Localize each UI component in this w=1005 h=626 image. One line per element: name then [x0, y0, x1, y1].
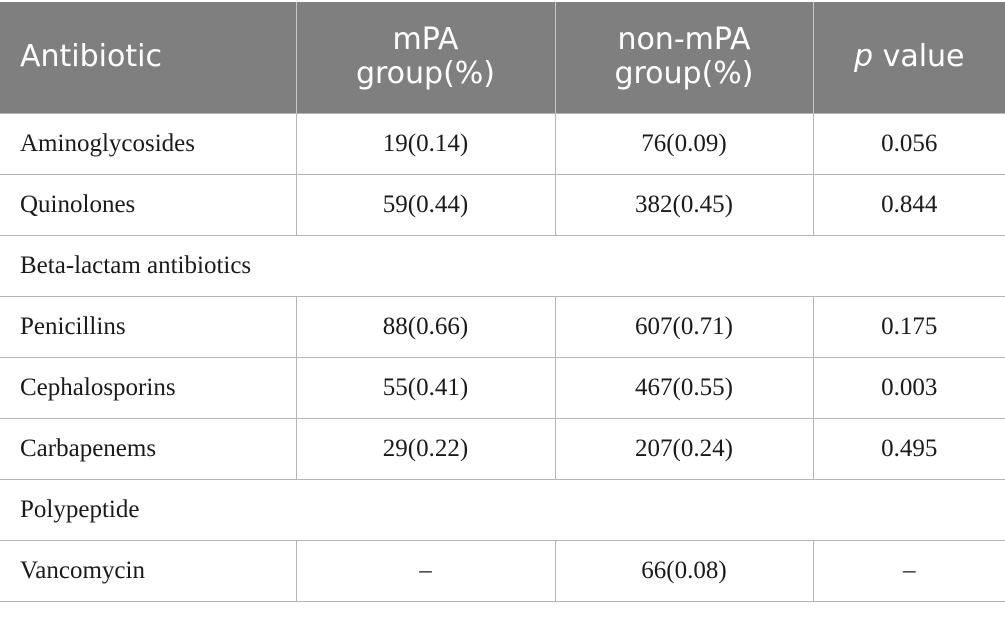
row-mpa-value: 59(0.44): [295, 173, 555, 235]
header-non-mpa-group: non-mPA group(%): [554, 2, 813, 113]
row-antibiotic-name: Vancomycin: [0, 539, 296, 602]
table-body: Aminoglycosides 19(0.14) 76(0.09) 0.056 …: [0, 112, 1005, 602]
table-header: Antibiotic mPA group(%) non-mPA group(%)…: [0, 2, 1005, 113]
row-p-value: 0.003: [812, 356, 1005, 418]
row-p-value: 0.056: [812, 112, 1005, 174]
table-row: Quinolones 59(0.44) 382(0.45) 0.844: [0, 173, 1005, 235]
table-row: Cephalosporins 55(0.41) 467(0.55) 0.003: [0, 356, 1005, 418]
section-label: Polypeptide: [0, 478, 1005, 540]
header-nonmpa-line1: non-mPA: [617, 22, 751, 58]
section-label: Beta-lactam antibiotics: [0, 234, 1005, 296]
row-p-value: 0.175: [812, 295, 1005, 357]
header-mpa-group: mPA group(%): [295, 2, 555, 113]
section-row: Beta-lactam antibiotics: [0, 234, 1005, 296]
row-nonmpa-value: 76(0.09): [554, 112, 813, 174]
row-nonmpa-value: 382(0.45): [554, 173, 813, 235]
row-nonmpa-value: 207(0.24): [554, 417, 813, 479]
header-p-italic: p: [853, 39, 874, 75]
section-row: Polypeptide: [0, 478, 1005, 540]
header-mpa-line2: group(%): [355, 56, 496, 92]
row-antibiotic-name: Quinolones: [0, 173, 296, 235]
row-antibiotic-name: Penicillins: [0, 295, 296, 357]
row-mpa-value: 19(0.14): [295, 112, 555, 174]
header-p-rest: value: [873, 39, 965, 75]
row-antibiotic-name: Carbapenems: [0, 417, 296, 479]
row-nonmpa-value: 467(0.55): [554, 356, 813, 418]
header-antibiotic: Antibiotic: [0, 2, 296, 113]
row-nonmpa-value: 607(0.71): [554, 295, 813, 357]
table-row: Vancomycin – 66(0.08) –: [0, 539, 1005, 602]
antibiotic-table: Antibiotic mPA group(%) non-mPA group(%)…: [0, 2, 1005, 602]
row-mpa-value: 29(0.22): [295, 417, 555, 479]
header-mpa-line1: mPA: [392, 22, 459, 58]
row-p-value: –: [812, 539, 1005, 602]
row-antibiotic-name: Aminoglycosides: [0, 112, 296, 174]
row-mpa-value: 55(0.41): [295, 356, 555, 418]
table-row: Aminoglycosides 19(0.14) 76(0.09) 0.056: [0, 112, 1005, 174]
header-row: Antibiotic mPA group(%) non-mPA group(%)…: [0, 2, 1005, 113]
row-mpa-value: 88(0.66): [295, 295, 555, 357]
row-p-value: 0.844: [812, 173, 1005, 235]
header-p-value: p value: [812, 2, 1005, 113]
row-antibiotic-name: Cephalosporins: [0, 356, 296, 418]
table-row: Penicillins 88(0.66) 607(0.71) 0.175: [0, 295, 1005, 357]
row-p-value: 0.495: [812, 417, 1005, 479]
header-nonmpa-line2: group(%): [614, 56, 754, 92]
table-row: Carbapenems 29(0.22) 207(0.24) 0.495: [0, 417, 1005, 479]
row-mpa-value: –: [295, 539, 555, 602]
row-nonmpa-value: 66(0.08): [554, 539, 813, 602]
